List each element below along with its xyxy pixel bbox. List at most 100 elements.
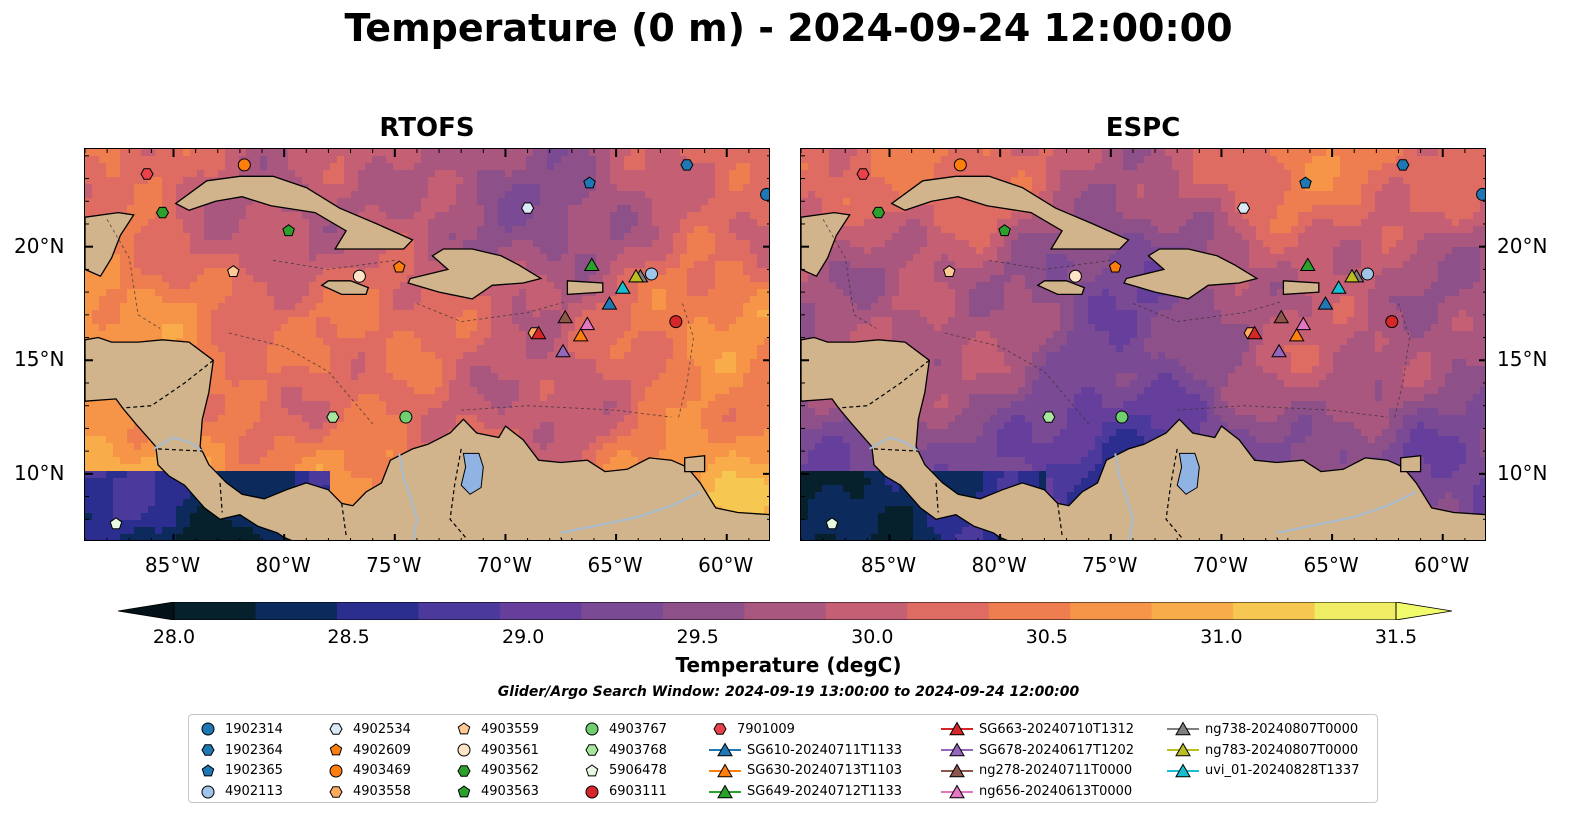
legend-column: 7901009 SG610-20240711T1133 SG630-20240713… [709, 719, 902, 802]
rtofs-land [85, 175, 769, 540]
espc-marker-4903562 [871, 206, 886, 219]
rtofs-marker-sg610-20240711t1133 [601, 296, 618, 310]
colorbar-segment [662, 602, 745, 620]
legend-column: ng738-20240807T0000 ng783-20240807T0000 uv… [1167, 719, 1359, 781]
legend-item: SG630-20240713T1103 [709, 761, 902, 782]
legend-column: SG663-20240710T1312 SG678-20240617T1202 ng… [941, 719, 1134, 802]
legend-marker [713, 723, 727, 736]
rtofs-bathymetry-contour [461, 405, 672, 418]
espc-border [838, 359, 930, 409]
legend-item: 4903469 [325, 761, 411, 782]
map-panel-rtofs [84, 148, 770, 541]
legend-marker [329, 764, 343, 778]
legend-hexagon-icon [457, 765, 471, 777]
legend: 1902314 1902364 1902365 4902113 4902534 49026… [188, 714, 1378, 803]
rtofs-marker-6903111 [669, 315, 683, 329]
search-window-text: Glider/Argo Search Window: 2024-09-19 13… [497, 684, 1080, 700]
legend-pentagon-icon [329, 743, 343, 756]
legend-item: ng783-20240807T0000 [1167, 740, 1359, 761]
espc-marker-sg649-20240712t1133 [1299, 257, 1316, 271]
legend-pentagon-icon [201, 764, 215, 777]
espc-river [1276, 491, 1417, 534]
legend-label: SG678-20240617T1202 [979, 742, 1135, 758]
legend-item: 4903767 [581, 719, 667, 740]
figure-title: Temperature (0 m) - 2024-09-24 12:00:00 [344, 6, 1233, 50]
legend-marker [949, 721, 965, 736]
espc-marker-5906478 [825, 517, 839, 530]
legend-hexagon-icon [713, 723, 727, 736]
legend-column: 1902314 1902364 1902365 4902113 [197, 719, 283, 802]
legend-triangle-icon [709, 784, 741, 798]
legend-label: 4902113 [225, 784, 283, 800]
legend-item: 1902314 [197, 719, 283, 740]
espc-lake-maracaibo [1176, 452, 1200, 495]
colorbar-segment [1070, 602, 1153, 620]
espc-lon-tick-label: 70°W [1192, 553, 1249, 577]
legend-marker [717, 763, 733, 778]
rtofs-lon-tick-label: 60°W [698, 553, 754, 577]
espc-lon-tick-label: 65°W [1303, 553, 1359, 577]
legend-marker [717, 742, 733, 757]
legend-pentagon-icon [457, 722, 471, 735]
rtofs-marker-4903767 [399, 410, 413, 424]
espc-marker-4902609 [1108, 260, 1122, 273]
legend-marker [457, 785, 471, 798]
colorbar-segment [1314, 602, 1397, 620]
colorbar-segment [744, 602, 827, 620]
espc-marker-4903563 [998, 224, 1011, 237]
legend-label: ng278-20240711T0000 [979, 763, 1133, 779]
legend-marker [457, 743, 471, 757]
legend-item: SG663-20240710T1312 [941, 719, 1134, 740]
legend-triangle-icon [709, 763, 741, 778]
rtofs-marker-ng278-20240711t0000 [557, 309, 574, 324]
legend-label: 4903563 [481, 784, 539, 800]
legend-marker [585, 744, 599, 756]
legend-column: 4903559 4903561 4903562 4903563 [453, 719, 539, 802]
colorbar-tick-label: 29.5 [676, 626, 719, 648]
legend-label: 4902609 [353, 742, 411, 758]
rtofs-river [560, 491, 701, 534]
espc-border [873, 448, 919, 452]
legend-label: 4903768 [609, 742, 667, 758]
colorbar-segment [418, 602, 501, 620]
map-panel-espc [800, 148, 1486, 541]
rtofs-river [153, 436, 203, 452]
legend-item: 4903559 [453, 719, 539, 740]
legend-circle-icon [201, 722, 215, 736]
rtofs-marker-4903561 [352, 269, 366, 283]
colorbar-title: Temperature (degC) [675, 653, 902, 677]
legend-marker [201, 764, 215, 777]
legend-hexagon-icon [329, 723, 343, 736]
colorbar-tick-label: 30.0 [851, 626, 894, 648]
legend-label: 4903558 [353, 784, 411, 800]
legend-hexagon-icon [201, 744, 215, 756]
legend-label: ng656-20240613T0000 [979, 784, 1133, 800]
espc-marker-4903559 [943, 265, 956, 277]
colorbar-segment [255, 602, 338, 620]
legend-marker [329, 743, 343, 756]
espc-marker-ng783-20240807t0000 [1344, 268, 1360, 283]
rtofs-marker-4902609 [392, 260, 406, 273]
colorbar-tick-label: 28.5 [327, 626, 370, 648]
espc-marker-1902364 [1396, 159, 1410, 171]
rtofs-marker-sg678-20240617t1202 [555, 343, 571, 358]
colorbar-tick-label: 29.0 [501, 626, 545, 648]
rtofs-marker-5906478 [109, 517, 123, 530]
legend-marker [1175, 721, 1191, 736]
rtofs-marker-sg663-20240710t1312 [530, 325, 547, 340]
espc-marker-4902113 [1361, 267, 1375, 281]
rtofs-border [122, 359, 214, 409]
rtofs-border [341, 503, 347, 536]
legend-triangle-icon [941, 763, 973, 778]
legend-column: 4902534 4902609 4903469 4903558 [325, 719, 411, 802]
rtofs-lon-tick-label: 85°W [144, 553, 201, 577]
colorbar-tick-label: 31.0 [1200, 626, 1243, 648]
legend-hexagon-icon [329, 786, 343, 798]
legend-label: uvi_01-20240828T1337 [1205, 763, 1360, 779]
legend-triangle-icon [1167, 742, 1199, 757]
rtofs-marker-7901009 [140, 168, 154, 180]
legend-marker [1175, 763, 1191, 778]
legend-triangle-icon [1167, 721, 1199, 736]
legend-item: SG649-20240712T1133 [709, 781, 902, 802]
rtofs-marker-ng783-20240807t0000 [628, 268, 644, 283]
